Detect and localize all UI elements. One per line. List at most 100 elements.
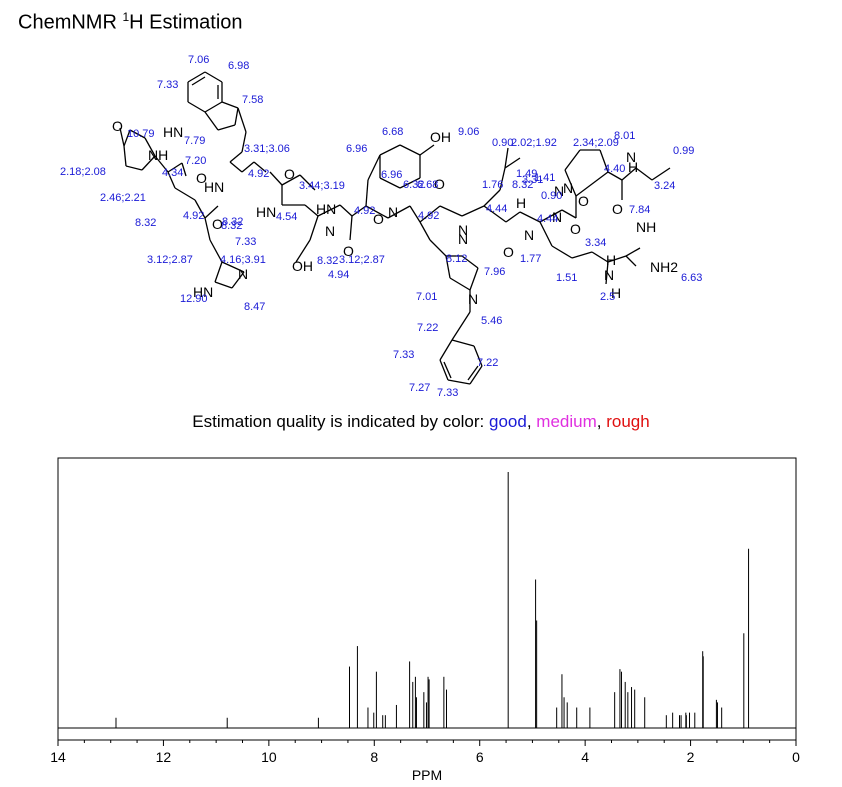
legend-rough: rough — [606, 412, 650, 431]
atom-label: N — [458, 231, 468, 247]
x-tick-label: 6 — [476, 749, 484, 765]
shift-label: 6.63 — [681, 272, 702, 284]
bond — [564, 169, 577, 197]
bond — [419, 221, 431, 241]
bond — [123, 145, 127, 167]
bond — [387, 205, 411, 219]
bond — [591, 251, 609, 263]
bond — [349, 215, 353, 241]
bond — [461, 205, 485, 217]
shift-label: 9.06 — [458, 126, 479, 138]
bond — [429, 239, 447, 257]
shift-label: 7.20 — [185, 155, 206, 167]
bond — [519, 211, 541, 223]
bond — [379, 144, 401, 156]
bond — [167, 162, 183, 173]
atom-label: O — [343, 243, 354, 259]
atom-label: HN — [256, 204, 276, 220]
shift-label: 3.44;3.19 — [299, 180, 345, 192]
bond — [483, 205, 507, 223]
bond — [409, 205, 421, 223]
bond — [379, 177, 401, 189]
bond — [447, 379, 471, 385]
molecule-structure: ONHHNOHNOHNOHNONOHONNONONONONHNHNH2HNNOH… — [60, 54, 702, 399]
bond — [399, 144, 421, 156]
bond — [439, 339, 453, 361]
bond — [174, 187, 196, 201]
shift-label: 6.96 — [381, 169, 402, 181]
shift-label: 8.32 — [512, 179, 533, 191]
shift-label: 7.01 — [416, 291, 437, 303]
shift-label: 7.27 — [409, 382, 430, 394]
bond — [365, 205, 389, 219]
bond — [187, 101, 206, 113]
bond — [123, 129, 131, 147]
shift-label: 8.12 — [446, 253, 467, 265]
bond — [607, 255, 627, 263]
atom-label: N — [388, 204, 398, 220]
shift-label: 0.90 — [492, 137, 513, 149]
bond — [564, 149, 581, 171]
bond — [451, 339, 475, 347]
shift-label: 7.58 — [242, 94, 263, 106]
bond — [599, 149, 609, 173]
bond — [443, 361, 452, 379]
bond — [299, 174, 316, 191]
x-tick-label: 14 — [50, 749, 66, 765]
bond — [167, 171, 176, 189]
shift-label: 8.32 — [221, 220, 242, 232]
bond — [269, 171, 283, 186]
bond — [241, 161, 255, 173]
atom-label: NH2 — [650, 259, 678, 275]
legend-good: good — [489, 412, 527, 431]
bond — [204, 205, 219, 219]
bond — [231, 271, 245, 289]
shift-label: 0.99 — [673, 145, 694, 157]
bond — [119, 127, 125, 147]
bond — [304, 204, 319, 217]
atom-label: O — [578, 193, 589, 209]
bond — [439, 205, 463, 217]
shift-label: 6.98 — [228, 60, 249, 72]
bond — [229, 161, 243, 173]
atom-label: O — [212, 216, 223, 232]
bond — [499, 167, 506, 191]
shift-label: 4.54 — [276, 211, 297, 223]
bond — [365, 179, 369, 207]
bond — [551, 245, 573, 259]
bond — [451, 311, 471, 341]
bond — [367, 154, 381, 181]
bond — [469, 365, 483, 385]
atom-label: N — [626, 149, 636, 165]
shift-label: 2.5 — [600, 291, 615, 303]
bond — [607, 171, 623, 181]
bond — [241, 131, 247, 153]
bond — [625, 247, 641, 257]
atom-label: O — [112, 118, 123, 134]
bond — [253, 161, 267, 173]
bond — [141, 155, 156, 171]
shift-label: 7.33 — [235, 236, 256, 248]
bond — [571, 251, 593, 259]
bond — [204, 71, 223, 83]
atom-label: O — [434, 176, 445, 192]
bond — [144, 137, 156, 157]
bond — [461, 255, 479, 269]
atom-label: NH — [148, 147, 168, 163]
shift-label: 4.40 — [604, 163, 625, 175]
x-tick-label: 10 — [261, 749, 277, 765]
atom-label: H — [628, 159, 638, 175]
atom-label: N — [554, 183, 564, 199]
atom-label: N — [563, 180, 573, 196]
x-tick-label: 8 — [370, 749, 378, 765]
atom-label: H — [516, 195, 526, 211]
bond — [295, 239, 311, 263]
quality-legend: Estimation quality is indicated by color… — [192, 412, 650, 431]
shift-label: 4.16;3.91 — [220, 254, 266, 266]
bond — [561, 209, 577, 219]
atom-label: O — [373, 211, 384, 227]
shift-label: 4.94 — [328, 269, 349, 281]
atom-label: HN — [316, 201, 336, 217]
atom-label: OH — [430, 129, 451, 145]
atom-label: HN — [163, 124, 183, 140]
